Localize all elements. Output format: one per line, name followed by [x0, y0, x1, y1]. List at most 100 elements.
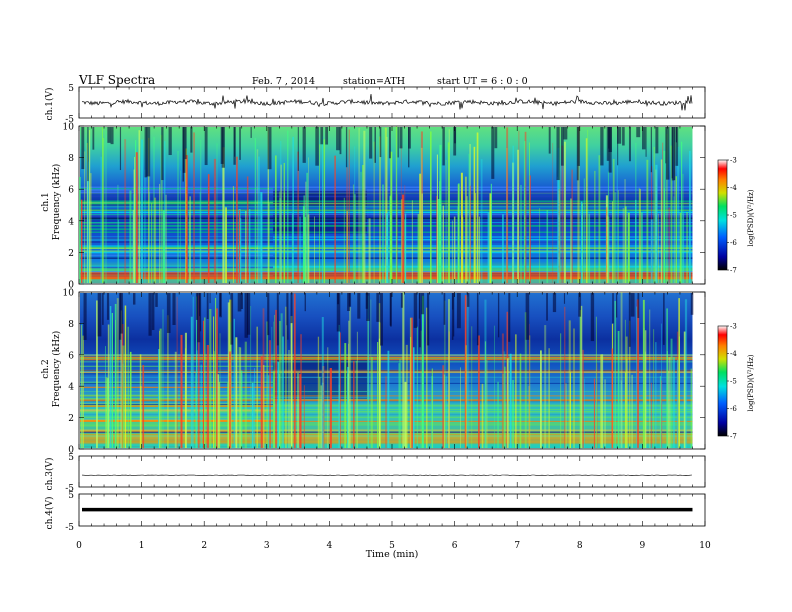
ch1-spec-dark-streak	[560, 127, 564, 166]
ch2-spec-sferic	[174, 351, 177, 448]
ch1-spec-sferic	[658, 213, 659, 283]
ch1-spec-sferic	[653, 146, 656, 283]
ch1-spec-sferic	[89, 173, 92, 283]
ch2-spec-dark-streak	[467, 293, 470, 307]
colorbar-gradient	[717, 159, 728, 271]
ch1-spec-sferic	[587, 129, 589, 283]
ch2-spec-sferic	[528, 386, 530, 448]
colorbar-tick-label: -5	[730, 212, 737, 220]
ch2-spec-sferic	[560, 333, 562, 448]
ch2-spec-dark-streak	[244, 293, 249, 338]
ch1-spec-sferic	[539, 207, 541, 283]
ch1-spec-sferic	[100, 156, 102, 283]
ch2-spec-sferic	[540, 350, 542, 448]
colorbar-gradient	[717, 325, 728, 437]
ch2-spec-sferic	[431, 368, 433, 448]
ch1-spec-dark-streak	[563, 127, 568, 140]
ch1-spec-dark-streak	[182, 127, 186, 173]
ch1-spec-sferic	[689, 150, 691, 283]
ch1-ytick-label: -5	[65, 115, 74, 125]
ch1-spec-sferic	[489, 193, 492, 283]
ch1-spec-dark-streak	[665, 127, 667, 164]
ch2-spec-sferic	[219, 333, 221, 448]
ch1-spec-sferic	[200, 139, 202, 283]
ch1-spec-sferic	[646, 159, 649, 283]
ch2-spec-sferic	[356, 331, 358, 448]
ch1-spec-sferic	[129, 190, 132, 283]
ch2-spec-sferic	[564, 306, 566, 448]
ch2-spec-dark-streak	[199, 293, 202, 332]
ch1-spec-sferic	[363, 130, 366, 283]
ch2-spec-sferic	[683, 331, 686, 448]
ch2-spec-dark-streak	[237, 293, 242, 312]
ch1-spec-sferic	[447, 142, 450, 283]
ch2-spec-sferic	[127, 326, 129, 448]
ch2-spec-ylabel-frequency: Frequency (kHz)	[51, 331, 62, 408]
ch2-spec-sferic	[80, 325, 82, 448]
ch1-spec-sferic	[151, 202, 153, 283]
ch1-spec-sferic	[384, 127, 387, 283]
ch2-colorbar-label: log(PSD)(V²/Hz)	[747, 354, 755, 411]
ch1-spec-sferic	[478, 216, 481, 283]
ch4-waveform-panel: 5 -5	[65, 491, 706, 533]
ch1-spec-sferic	[641, 212, 643, 283]
ch1-spec-sferic	[608, 216, 610, 283]
ch2-spec-sferic	[519, 353, 522, 448]
ch1-spec-sferic	[616, 143, 618, 283]
ch1-spec-dark-streak	[641, 127, 646, 150]
ch2-spec-sferic	[106, 378, 109, 448]
ch1-spec-sferic	[102, 127, 103, 283]
ch1-spec-sferic	[236, 156, 238, 283]
ch2-spec-sferic	[80, 322, 83, 448]
time-axis: 0 1 2 3 4 5 6 7 8 9 10	[76, 541, 711, 551]
ch2-spec-sferic	[209, 309, 212, 448]
ch1-spec-sferic	[419, 173, 422, 283]
ch2-spec-sferic	[464, 295, 467, 448]
ch2-spec-sferic	[625, 336, 628, 448]
ch1-spec-dark-streak	[161, 127, 164, 181]
ch1-spec-sferic	[291, 213, 293, 283]
ch1-spec-sferic	[193, 132, 195, 283]
ch2-spec-band	[80, 357, 693, 360]
ch2-spec-sferic	[528, 323, 530, 448]
ch1-spec-band	[80, 189, 693, 191]
ch1-spec-sferic	[529, 175, 531, 283]
ch2-spec-sferic	[238, 347, 241, 448]
ch1-spec-sferic	[287, 130, 289, 283]
ch2-spec-sferic	[227, 302, 230, 448]
ch2-spec-sferic	[655, 342, 657, 448]
ch2-spec-sferic	[420, 330, 422, 448]
ch2-spec-sferic	[285, 306, 287, 448]
ch1-spec-sferic	[612, 201, 613, 283]
ch1-spec-sferic	[624, 206, 627, 283]
ch2-spec-sferic	[322, 366, 325, 448]
ch1-spec-dark-streak	[315, 127, 319, 166]
ch2-spec-sferic	[442, 365, 445, 448]
ch2-spectrogram-panel: 0 2 4 6 8 10	[63, 289, 706, 456]
ch2-spec-sferic	[497, 381, 499, 448]
ch1-spec-sferic	[442, 205, 444, 283]
ch2-spec-ytick-label: 6	[68, 351, 74, 361]
ch1-spec-sferic	[249, 209, 251, 283]
ch2-spec-sferic	[684, 299, 688, 448]
ch2-spec-sferic	[263, 365, 265, 448]
ch2-spec-sferic	[96, 300, 98, 448]
ch1-spec-sferic	[346, 211, 348, 283]
ch2-spec-sferic	[111, 312, 113, 448]
ch2-spec-sferic	[412, 347, 415, 448]
colorbar-tick-label: -4	[730, 350, 737, 358]
time-tick-label: 8	[577, 541, 583, 551]
ch1-spec-sferic	[216, 143, 218, 283]
ch1-spec-sferic	[225, 207, 227, 283]
ch1-spec-dark-streak	[606, 127, 610, 161]
ch2-spec-ytick-label: 4	[68, 383, 74, 393]
time-tick-label: 1	[139, 541, 145, 551]
ch2-spec-dark-streak	[276, 293, 279, 346]
ch2-spec-sferic	[484, 341, 487, 448]
ch1-spec-sferic	[118, 219, 119, 283]
ch1-spec-sferic	[222, 147, 225, 283]
ch1-spec-sferic	[607, 171, 609, 283]
ch2-spec-dark-streak	[230, 293, 234, 345]
ch1-spec-sferic	[308, 157, 309, 283]
ch2-spec-dark-streak	[443, 293, 446, 325]
